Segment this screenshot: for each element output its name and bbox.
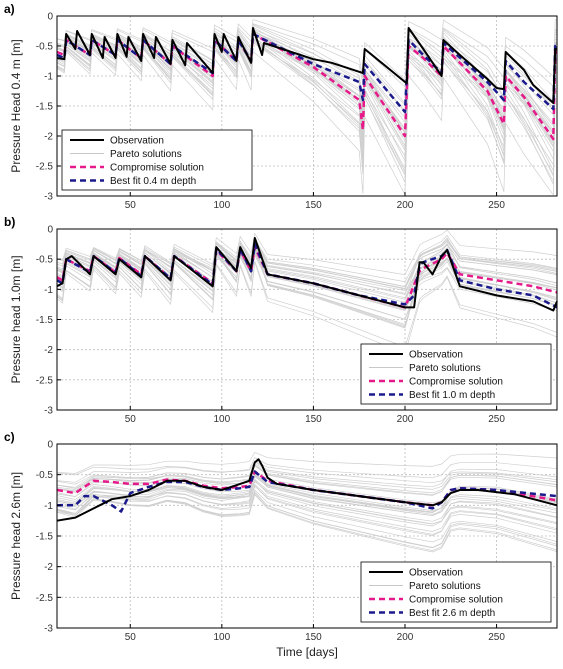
y-tick-label: -1.5 bbox=[36, 102, 54, 113]
legend-label: Pareto solutions bbox=[110, 149, 182, 160]
y-tick-label: -0.5 bbox=[36, 42, 54, 53]
pareto-line bbox=[56, 238, 558, 287]
x-tick-label: 100 bbox=[213, 200, 230, 211]
y-tick-label: -3 bbox=[44, 624, 53, 635]
series-line-observation bbox=[56, 458, 558, 522]
x-tick-label: 100 bbox=[213, 414, 230, 425]
y-tick-label: -0.5 bbox=[36, 470, 54, 481]
legend-label: Best fit 0.4 m depth bbox=[110, 176, 196, 187]
panel-label: b) bbox=[4, 215, 15, 229]
y-tick-label: -0.5 bbox=[36, 255, 54, 266]
pareto-line bbox=[56, 260, 558, 348]
x-tick-label: 250 bbox=[488, 414, 505, 425]
y-tick-label: -2.5 bbox=[36, 375, 54, 386]
panel-2: 50 100 150 200 250 0 -0.5 -1 -1.5 -2 -2.5 -3 c) Press… bbox=[4, 430, 558, 659]
pareto-line bbox=[56, 460, 558, 484]
legend-label: Pareto solutions bbox=[409, 581, 481, 592]
x-tick-label: 150 bbox=[305, 632, 322, 643]
panel-0: 50 100 150 200 250 0 -0.5 -1 -1.5 -2 -2.5 -3 a) Press… bbox=[4, 2, 558, 211]
pareto-line bbox=[56, 462, 558, 490]
x-tick-label: 100 bbox=[213, 632, 230, 643]
legend-label: Best fit 1.0 m depth bbox=[409, 390, 495, 401]
pareto-line bbox=[56, 19, 558, 81]
legend-label: Pareto solutions bbox=[409, 363, 481, 374]
y-axis-label: Pressure head 2.6m [m] bbox=[9, 472, 23, 600]
panel-1: 50 100 150 200 250 0 -0.5 -1 -1.5 -2 -2.5 -3 b) Press… bbox=[4, 215, 558, 425]
pareto-line bbox=[56, 451, 558, 474]
y-tick-label: -1.5 bbox=[36, 315, 54, 326]
legend-label: Best fit 2.6 m depth bbox=[409, 608, 495, 619]
pareto-line bbox=[56, 262, 558, 354]
x-tick-label: 150 bbox=[305, 200, 322, 211]
x-tick-label: 50 bbox=[125, 632, 137, 643]
x-tick-label: 150 bbox=[305, 414, 322, 425]
y-tick-label: 0 bbox=[47, 225, 53, 236]
x-tick-label: 250 bbox=[488, 200, 505, 211]
x-tick-label: 200 bbox=[397, 632, 414, 643]
y-axis-label: Pressure Head 0.4 m [m] bbox=[9, 39, 23, 172]
pareto-line bbox=[56, 461, 558, 490]
legend-label: Compromise solution bbox=[409, 595, 503, 606]
y-tick-label: -1 bbox=[44, 72, 53, 83]
y-tick-label: 0 bbox=[47, 440, 53, 451]
legend-label: Observation bbox=[409, 350, 463, 361]
panel-label: c) bbox=[4, 430, 15, 444]
y-tick-label: -3 bbox=[44, 192, 53, 203]
legend-label: Compromise solution bbox=[409, 377, 503, 388]
pareto-line bbox=[56, 473, 558, 516]
series-line-observation bbox=[56, 237, 558, 312]
y-tick-label: -2 bbox=[44, 345, 53, 356]
x-axis-label: Time [days] bbox=[276, 645, 338, 659]
y-tick-label: -2.5 bbox=[36, 593, 54, 604]
y-tick-label: -1.5 bbox=[36, 532, 54, 543]
pareto-line bbox=[56, 480, 558, 525]
pareto-line bbox=[56, 457, 558, 483]
y-tick-label: -3 bbox=[44, 406, 53, 417]
pareto-line bbox=[56, 472, 558, 515]
series-line-compromise-solution bbox=[56, 470, 558, 507]
pareto-line bbox=[56, 234, 558, 290]
y-tick-label: 0 bbox=[47, 12, 53, 23]
y-axis-label: Pressure head 1.0m [m] bbox=[9, 255, 23, 383]
x-tick-label: 250 bbox=[488, 632, 505, 643]
legend: Observation Pareto solutions Compromise so… bbox=[360, 343, 552, 405]
x-tick-label: 50 bbox=[125, 200, 137, 211]
x-tick-label: 200 bbox=[397, 414, 414, 425]
series-line-observation bbox=[56, 27, 557, 104]
y-tick-label: -1 bbox=[44, 501, 53, 512]
pareto-line bbox=[56, 239, 558, 287]
pareto-line bbox=[56, 483, 558, 532]
panel-label: a) bbox=[4, 2, 15, 16]
legend-label: Observation bbox=[409, 568, 463, 579]
y-tick-label: -2.5 bbox=[36, 162, 54, 173]
y-tick-label: -1 bbox=[44, 285, 53, 296]
pareto-line bbox=[56, 464, 558, 494]
legend-label: Observation bbox=[110, 136, 164, 147]
x-tick-label: 50 bbox=[125, 414, 137, 425]
y-tick-label: -2 bbox=[44, 132, 53, 143]
legend: Observation Pareto solutions Compromise so… bbox=[61, 129, 253, 191]
y-tick-label: -2 bbox=[44, 562, 53, 573]
pareto-line bbox=[56, 489, 558, 543]
legend: Observation Pareto solutions Compromise so… bbox=[360, 561, 552, 623]
legend-label: Compromise solution bbox=[110, 163, 204, 174]
x-tick-label: 200 bbox=[397, 200, 414, 211]
